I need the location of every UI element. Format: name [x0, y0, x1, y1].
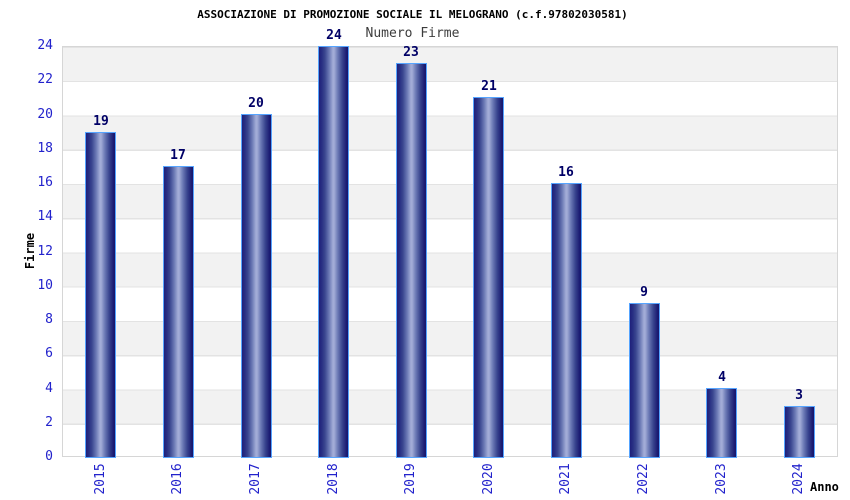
y-tick-label: 8	[45, 312, 53, 327]
bar-2022	[629, 303, 660, 458]
bar-value-label-2021: 16	[558, 165, 574, 180]
chart-subtitle: Numero Firme	[365, 26, 460, 41]
bar-2018	[318, 46, 349, 458]
y-tick-label: 2	[45, 414, 53, 430]
bar-2016	[163, 166, 194, 458]
y-tick-label: 10	[37, 277, 53, 293]
x-tick-label-2024: 2024	[791, 463, 806, 495]
x-tick-label-2021: 2021	[558, 463, 573, 495]
bar-2021	[551, 183, 582, 458]
bar-value-label-2020: 21	[481, 79, 497, 94]
bar-value-label-2024: 3	[795, 388, 803, 403]
chart-title: ASSOCIAZIONE DI PROMOZIONE SOCIALE IL ME…	[197, 8, 628, 21]
x-tick-label-2020: 2020	[481, 463, 496, 495]
bar-value-label-2022: 9	[640, 285, 648, 300]
y-tick-label: 16	[37, 175, 53, 190]
bar-value-label-2017: 20	[248, 96, 264, 111]
y-tick-label: 6	[45, 346, 53, 362]
bar-value-label-2016: 17	[170, 148, 186, 163]
x-tick-label-2022: 2022	[636, 463, 651, 495]
x-axis-title: Anno	[810, 480, 839, 494]
x-tick-label-2015: 2015	[93, 463, 108, 495]
bar-2023	[706, 388, 737, 458]
x-tick-label-2018: 2018	[326, 463, 341, 495]
bar-value-label-2015: 19	[93, 114, 109, 129]
y-tick-label: 14	[37, 209, 53, 225]
x-tick-label-2016: 2016	[170, 463, 185, 495]
y-tick-label: 0	[45, 449, 53, 464]
bar-value-label-2018: 24	[326, 28, 342, 43]
y-tick-label: 4	[45, 380, 53, 396]
y-tick-label: 12	[37, 243, 53, 259]
bar-value-label-2019: 23	[403, 45, 419, 60]
y-tick-label: 18	[37, 140, 53, 156]
bar-2019	[396, 63, 427, 458]
bar-2020	[473, 97, 504, 458]
bar-value-label-2023: 4	[718, 370, 726, 385]
x-tick-label-2017: 2017	[248, 463, 263, 495]
x-tick-label-2023: 2023	[714, 463, 729, 495]
x-tick-label-2019: 2019	[403, 463, 418, 495]
bar-2024	[784, 406, 815, 458]
bar-2017	[241, 114, 272, 458]
y-tick-label: 20	[37, 106, 53, 122]
bar-2015	[85, 132, 116, 458]
y-tick-label: 22	[37, 72, 53, 88]
y-tick-label: 24	[37, 38, 53, 53]
